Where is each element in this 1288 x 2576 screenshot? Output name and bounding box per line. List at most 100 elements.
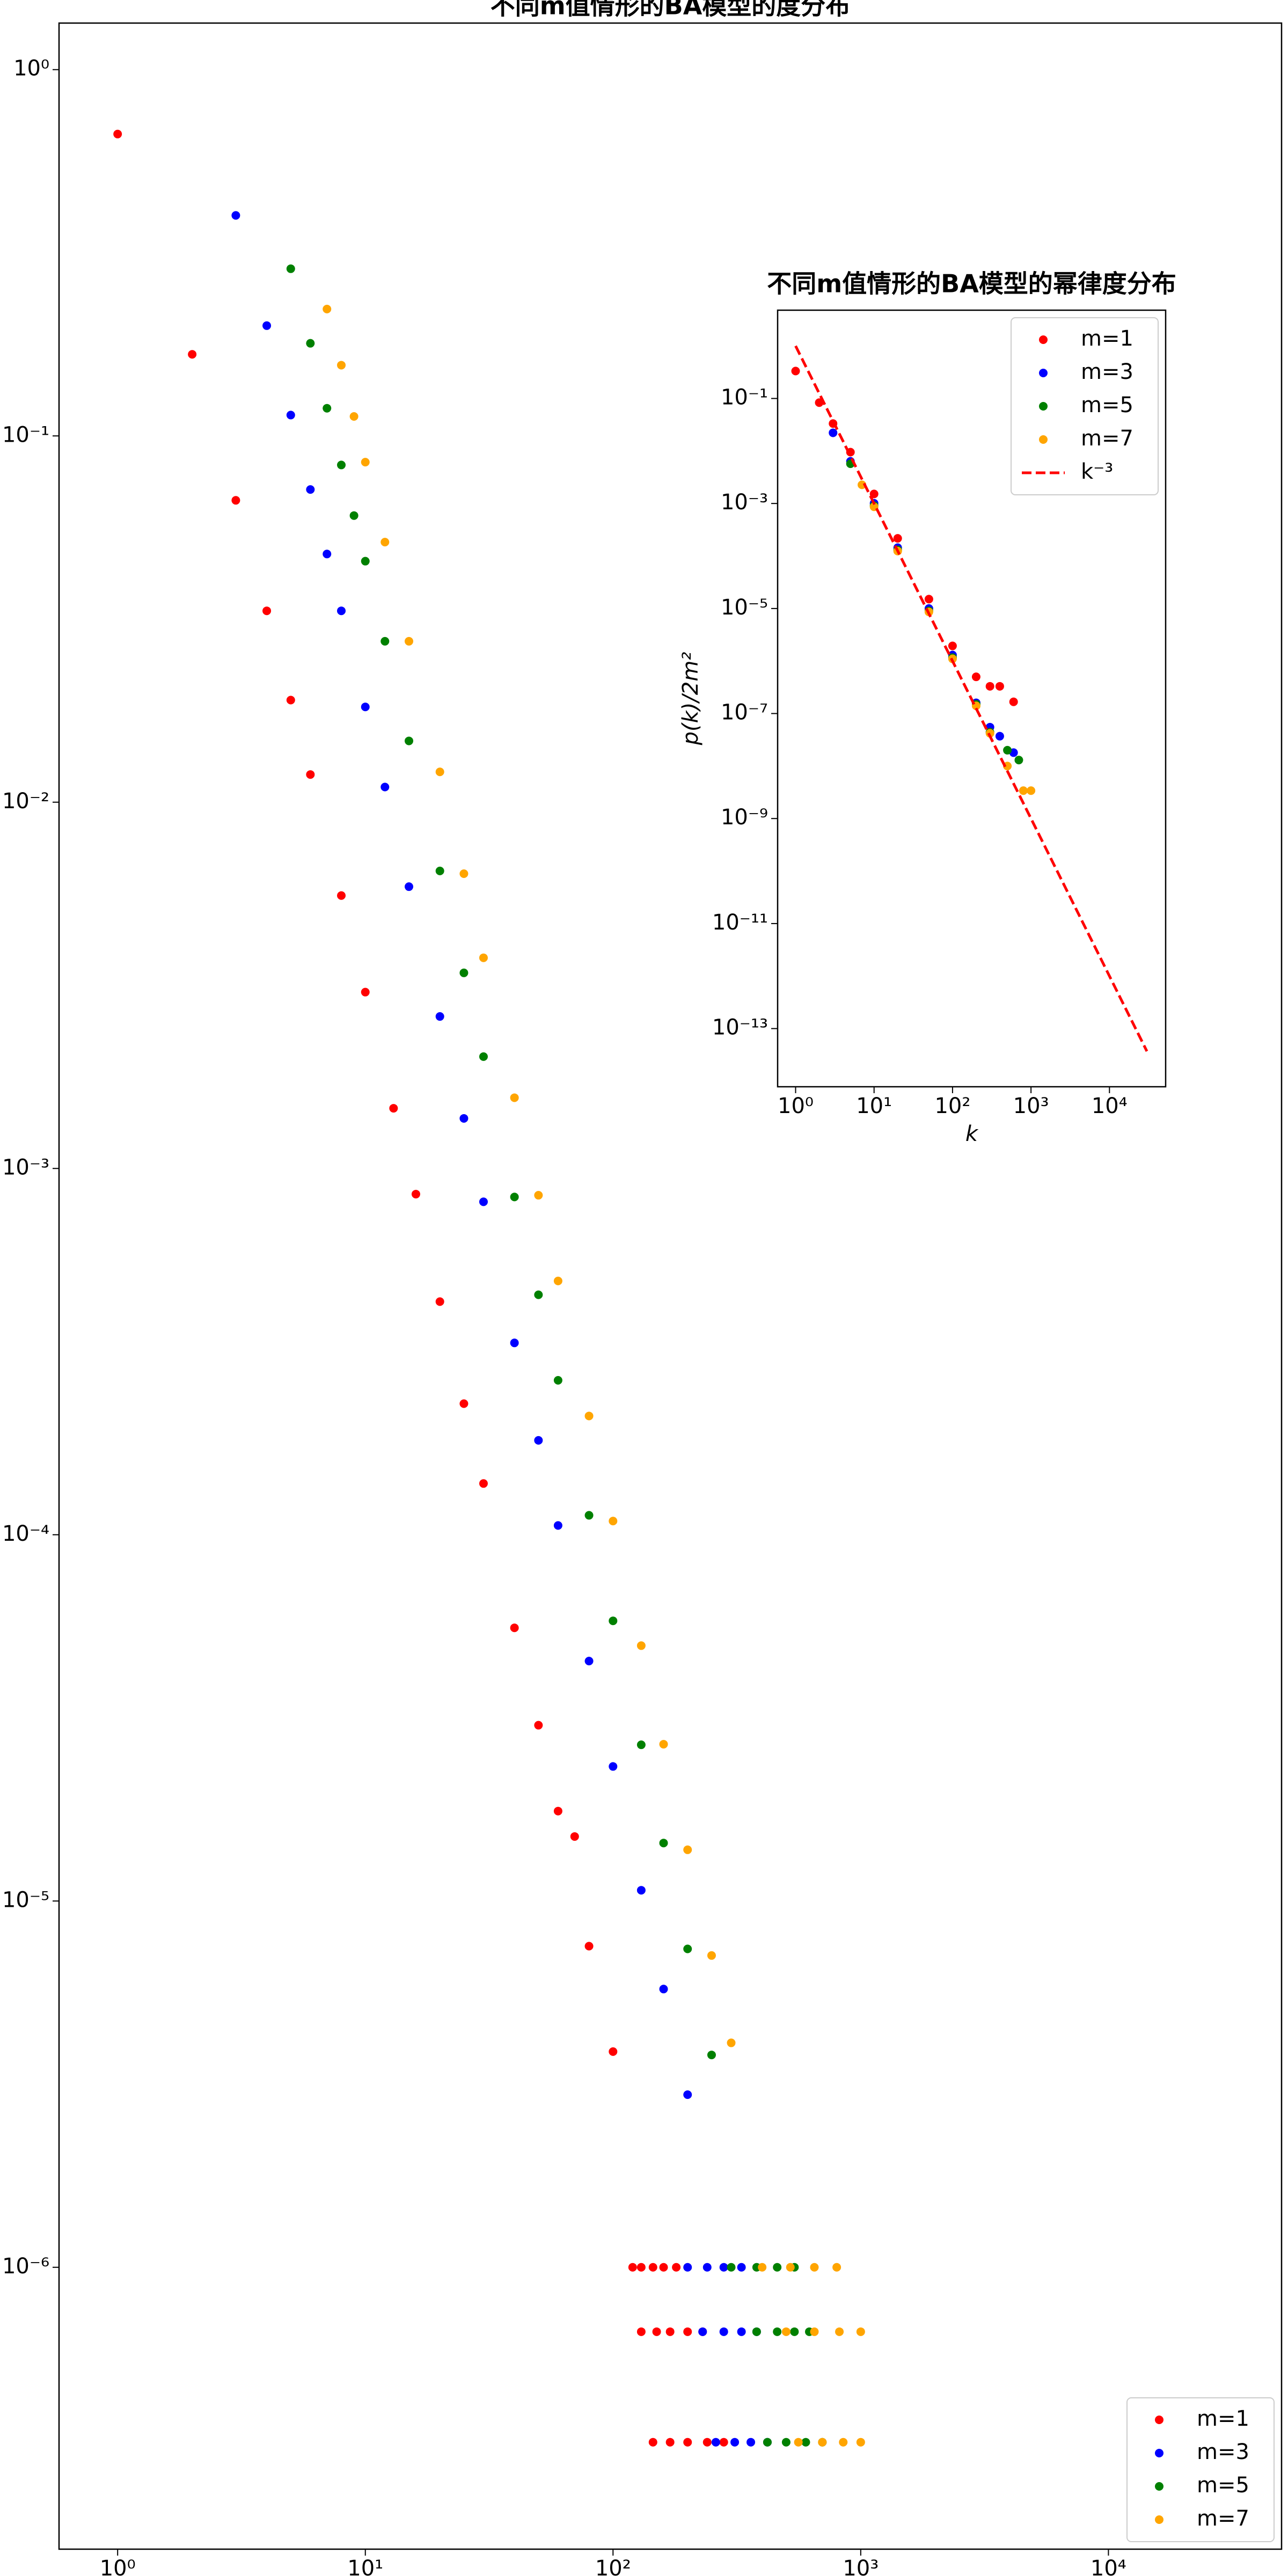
point [553,1276,562,1285]
point [790,2327,799,2336]
x-axis-label: k [965,1122,979,1146]
point [683,2090,692,2099]
legend-marker [1155,2482,1163,2491]
point [698,2327,707,2336]
point [380,538,390,547]
legend-marker [1039,435,1048,444]
point [893,534,902,543]
point [801,2438,810,2447]
point [262,321,272,330]
point [702,2263,712,2272]
legend-marker [1039,335,1048,344]
point [858,480,867,489]
point [707,1951,716,1960]
point [829,428,838,437]
point [435,767,444,777]
point [337,460,346,470]
point [995,682,1004,691]
point [113,129,122,138]
legend-marker [1039,369,1048,377]
point [711,2438,720,2447]
point [781,2438,791,2447]
axes-frame [58,22,1283,2550]
legend-label: m=7 [1197,2506,1249,2531]
x-tick-label: 10³ [1013,1094,1049,1118]
point [323,404,332,413]
point [584,1657,594,1666]
point [810,2263,819,2272]
point [479,1052,488,1061]
point [435,1297,444,1306]
point [361,458,370,467]
point [609,2047,618,2056]
point [323,304,332,313]
point [719,2263,728,2272]
point [534,1721,543,1730]
point [337,361,346,370]
point [636,1641,646,1650]
plot-1: 不同m值情形的BA模型的幂律度分布 10⁰ 10¹ 10² 10³ 10⁴ 10⁻¹ 10⁻³… [678,269,1176,1147]
point [781,2327,791,2336]
point [683,1944,692,1953]
point [737,2263,746,2272]
point [534,1191,543,1200]
y-tick-label: 10⁻¹ [2,422,49,447]
point [702,2438,712,2447]
point [835,2327,844,2336]
legend-marker [1155,2416,1163,2424]
point [683,2263,692,2272]
point [648,2438,657,2447]
point [719,2327,728,2336]
point [791,367,800,376]
x-tick-label: 10⁴ [1092,1094,1128,1118]
marks [791,345,1148,1052]
point [773,2327,782,2336]
point [971,672,980,682]
point [609,1762,618,1771]
point [286,411,295,420]
point [985,682,994,691]
legend: m=1 m=3 m=5 m=7 k⁻³ [1011,317,1159,495]
point [534,1436,543,1445]
point [584,1942,594,1951]
point [839,2438,848,2447]
point [459,968,469,977]
point [459,1114,469,1123]
y-tick-label: 10⁻⁵ [2,1887,49,1912]
x-tick-label: 10⁴ [1091,2556,1126,2576]
point [1027,786,1036,795]
point [361,987,370,997]
point [584,1511,594,1520]
point [786,2263,795,2272]
point [337,606,346,616]
point [652,2327,661,2336]
legend-label: m=5 [1081,393,1133,418]
y-tick-label: 10⁻⁶ [2,2254,49,2279]
point [231,496,240,505]
point [665,2438,675,2447]
point [752,2327,761,2336]
point [995,731,1004,741]
point [510,1338,519,1348]
point [730,2438,740,2447]
point [380,636,390,646]
point [411,1190,420,1199]
point [510,1623,519,1633]
legend-box [1011,317,1159,495]
point [636,2263,646,2272]
point [306,339,315,348]
point [636,1740,646,1750]
y-tick-label: 10⁻⁷ [721,700,768,725]
point [534,1290,543,1299]
y-tick-label: 10⁻³ [2,1155,49,1180]
point [683,1845,692,1854]
point [719,2438,728,2447]
point [323,550,332,559]
point [659,1985,668,1994]
chart-title: 不同m值情形的BA模型的度分布 [491,0,851,20]
point [924,595,933,604]
point [349,412,358,421]
point [570,1832,579,1841]
point [231,211,240,220]
point [1014,756,1023,765]
